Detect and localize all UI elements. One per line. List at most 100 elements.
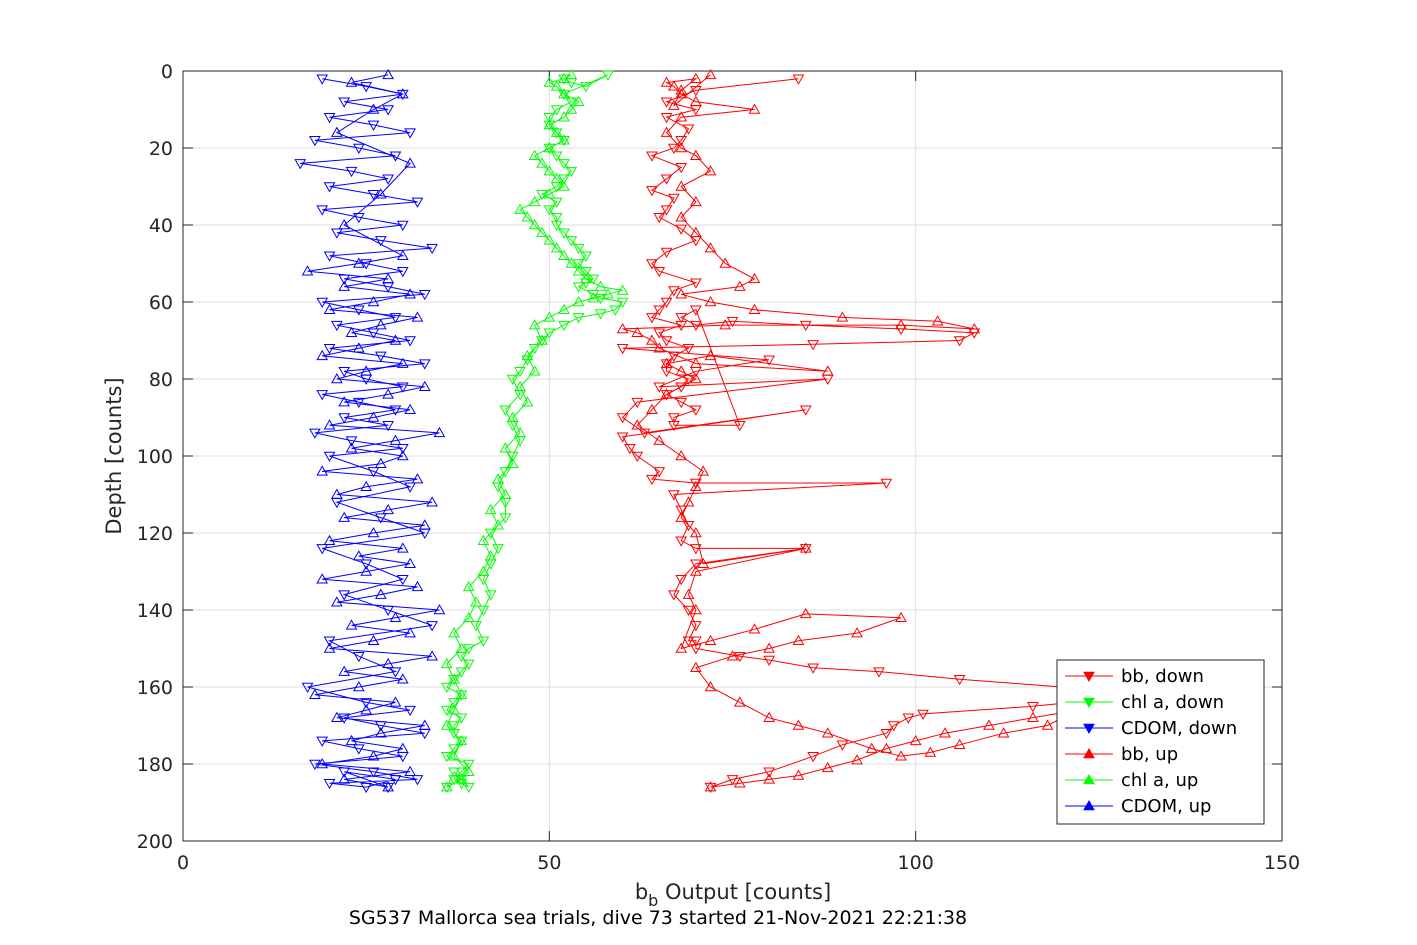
data-point-marker — [624, 444, 636, 455]
data-point-marker — [389, 611, 402, 622]
data-point-marker — [506, 451, 519, 463]
data-point-marker — [316, 297, 329, 309]
data-point-marker — [404, 128, 416, 139]
data-point-marker — [653, 305, 666, 316]
data-point-marker — [543, 141, 556, 153]
data-point-marker — [374, 236, 387, 247]
data-point-marker — [330, 228, 343, 239]
legend-marker-sample — [1083, 671, 1095, 683]
data-point-marker — [448, 704, 460, 715]
data-point-marker — [404, 288, 416, 299]
data-point-marker — [316, 390, 329, 401]
data-point-marker — [514, 426, 526, 438]
data-point-marker — [631, 397, 644, 409]
data-point-marker — [367, 189, 380, 201]
data-point-marker — [704, 165, 717, 176]
data-point-marker — [587, 292, 600, 303]
data-point-marker — [316, 573, 329, 584]
data-point-marker — [616, 322, 629, 334]
data-point-marker — [367, 767, 380, 778]
data-point-marker — [404, 557, 416, 569]
legend-label: bb, down — [1121, 666, 1204, 687]
legend: bb, down chl a, down CDOM, down bb, up chl a… — [1056, 659, 1265, 825]
y-tick-label: 120 — [137, 523, 173, 545]
data-point-marker — [316, 757, 329, 769]
data-point-marker — [924, 746, 937, 757]
data-point-marker — [690, 661, 702, 672]
data-point-marker — [536, 226, 548, 237]
data-point-marker — [983, 719, 995, 730]
data-point-marker — [550, 128, 563, 139]
data-point-marker — [411, 775, 424, 786]
data-point-marker — [367, 526, 380, 538]
data-point-marker — [455, 642, 468, 653]
data-point-marker — [821, 727, 834, 738]
data-point-marker — [726, 775, 739, 786]
data-point-marker — [558, 303, 570, 314]
data-point-marker — [646, 151, 658, 162]
legend-entry-chl-a-up: chl a, up — [1065, 770, 1198, 791]
data-point-marker — [352, 143, 365, 155]
data-point-marker — [1041, 719, 1054, 730]
data-point-marker — [550, 220, 563, 232]
data-point-marker — [939, 727, 951, 738]
data-point-marker — [704, 634, 717, 646]
data-point-marker — [440, 719, 453, 730]
data-point-marker — [367, 634, 380, 646]
data-point-marker — [528, 149, 541, 160]
data-point-marker — [514, 367, 526, 378]
data-point-marker — [558, 228, 570, 239]
data-point-marker — [536, 334, 548, 345]
data-point-marker — [1027, 702, 1039, 713]
data-point-marker — [448, 698, 460, 709]
data-point-marker — [338, 590, 351, 601]
y-tick-label: 180 — [137, 754, 173, 776]
data-point-marker — [440, 657, 453, 669]
data-point-marker — [851, 627, 863, 638]
data-point-marker — [411, 311, 424, 322]
data-point-marker — [440, 682, 453, 694]
data-point-marker — [690, 559, 702, 570]
data-point-marker — [543, 143, 556, 155]
data-point-marker — [865, 742, 878, 753]
data-point-marker — [382, 105, 395, 116]
data-point-marker — [360, 365, 373, 376]
data-point-marker — [352, 651, 365, 663]
x-tick-label: 100 — [898, 852, 934, 874]
data-point-marker — [448, 750, 460, 761]
data-point-marker — [690, 621, 702, 632]
data-point-marker — [668, 590, 680, 601]
data-point-marker — [360, 698, 373, 709]
data-point-marker — [499, 467, 512, 478]
data-point-marker — [558, 320, 570, 332]
data-point-marker — [660, 174, 673, 185]
data-point-marker — [653, 342, 666, 353]
data-point-marker — [448, 627, 460, 638]
data-point-marker — [352, 680, 365, 692]
data-point-marker — [690, 86, 702, 97]
data-point-marker — [836, 311, 849, 322]
data-point-marker — [616, 284, 629, 295]
y-tick-label: 60 — [149, 292, 173, 314]
data-point-marker — [477, 565, 490, 576]
data-point-marker — [382, 782, 395, 794]
data-point-marker — [528, 319, 541, 330]
data-point-marker — [309, 688, 321, 699]
data-point-marker — [572, 95, 585, 107]
data-point-marker — [682, 605, 695, 617]
data-point-marker — [653, 213, 666, 224]
data-point-marker — [880, 478, 893, 489]
legend-marker-sample — [1083, 697, 1095, 709]
data-point-marker — [675, 180, 688, 191]
figure-caption: SG537 Mallorca sea trials, dive 73 start… — [349, 907, 967, 929]
data-point-marker — [323, 636, 336, 647]
data-point-marker — [367, 103, 380, 114]
data-point-marker — [690, 357, 702, 368]
data-point-marker — [396, 444, 409, 455]
data-point-marker — [462, 659, 475, 670]
data-point-marker — [396, 89, 409, 101]
data-point-marker — [653, 467, 666, 478]
data-point-marker — [521, 211, 534, 222]
data-point-marker — [646, 474, 658, 486]
data-point-marker — [660, 126, 673, 137]
